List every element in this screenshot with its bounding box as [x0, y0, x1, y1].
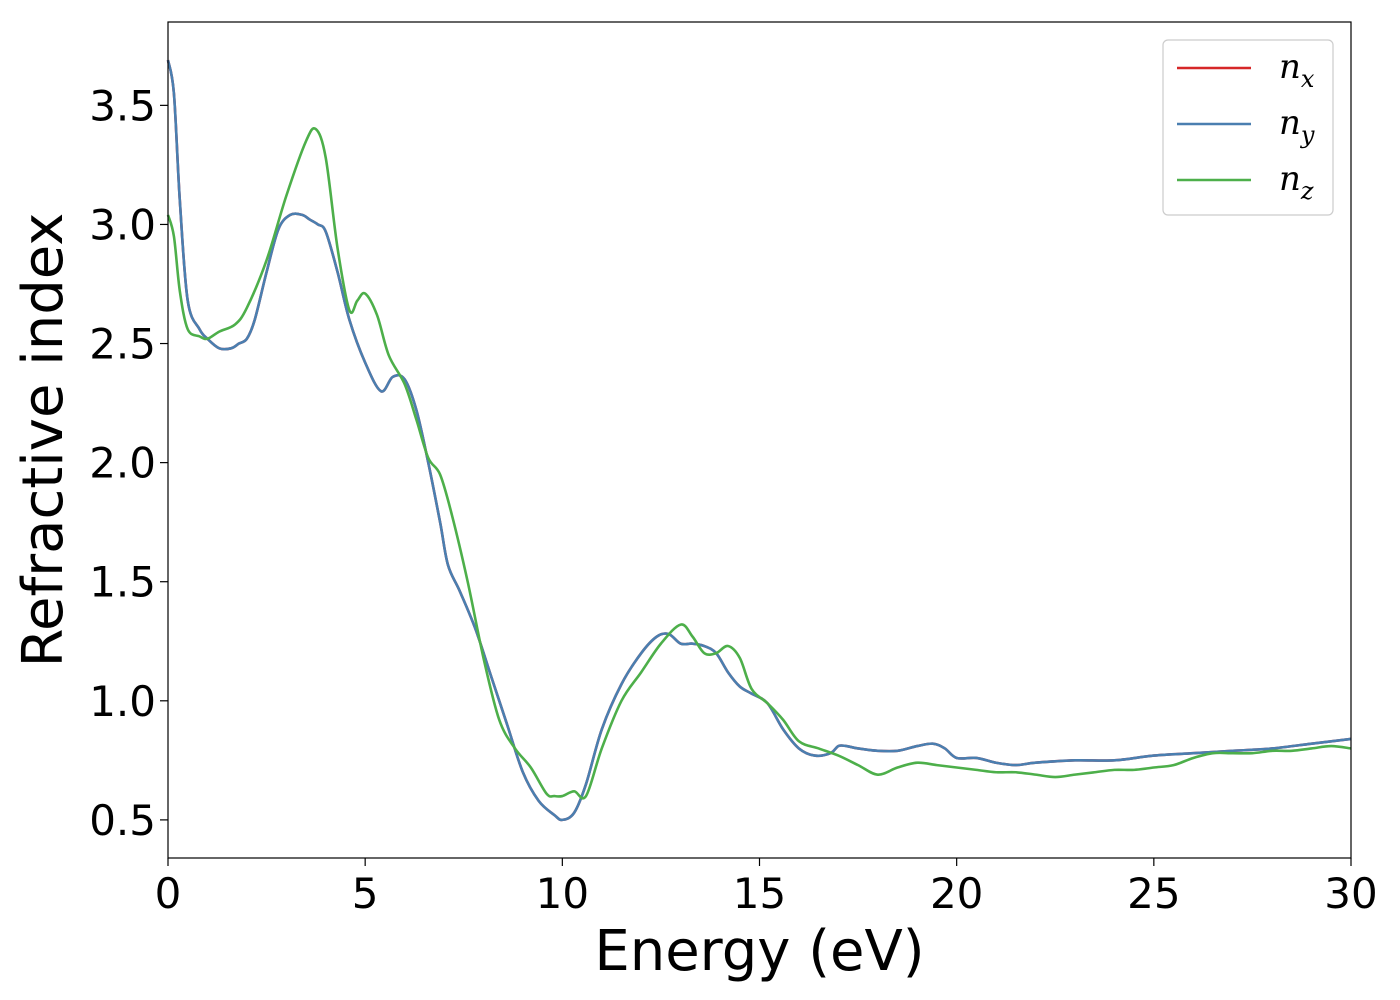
legend-label-base: n [1279, 103, 1301, 143]
y-tick-label: 3.5 [89, 81, 156, 130]
x-tick-label: 10 [536, 869, 589, 918]
x-tick-label: 20 [930, 869, 983, 918]
legend-entry-z: nz [1177, 159, 1314, 205]
legend-label-base: n [1279, 47, 1301, 87]
x-tick-label: 30 [1324, 869, 1377, 918]
x-axis-title: Energy (eV) [594, 919, 924, 984]
series-line-y [166, 59, 1352, 822]
y-tick-label: 3.0 [89, 200, 156, 249]
legend-label: nx [1279, 47, 1315, 93]
plot-lines [166, 59, 1352, 822]
x-tick-label: 5 [352, 869, 379, 918]
x-tick-label: 25 [1127, 869, 1180, 918]
legend-label-subscript: x [1301, 65, 1315, 93]
x-axis-ticks: 0 5 10 15 20 25 30 [155, 858, 1378, 918]
legend-entry-x: nx [1177, 47, 1315, 93]
series-line-z [166, 127, 1352, 800]
legend-label-base: n [1279, 159, 1301, 199]
y-tick-label: 1.0 [89, 677, 156, 726]
y-tick-label: 2.5 [89, 320, 156, 369]
legend-label-subscript: z [1300, 177, 1314, 205]
y-axis-title: Refractive index [11, 213, 76, 668]
x-tick-label: 0 [155, 869, 182, 918]
legend-box [1162, 39, 1334, 216]
y-axis-ticks: 0.5 1.0 1.5 2.0 2.5 3.0 3.5 [89, 81, 168, 845]
legend-label: nz [1279, 159, 1314, 205]
y-tick-label: 1.5 [89, 558, 156, 607]
legend-label-subscript: y [1300, 121, 1315, 149]
y-tick-label: 2.0 [89, 439, 156, 488]
x-tick-label: 15 [733, 869, 786, 918]
y-tick-label: 0.5 [89, 796, 156, 845]
legend-entry-y: ny [1177, 103, 1315, 149]
legend-label: ny [1279, 103, 1315, 149]
